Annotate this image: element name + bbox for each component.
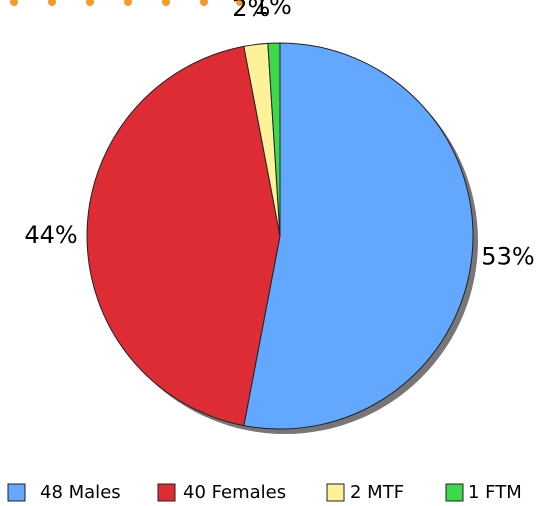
legend-swatch bbox=[445, 483, 464, 502]
legend-label: 40 Females bbox=[183, 482, 286, 503]
slice-label: 2% bbox=[232, 0, 270, 22]
decoration bbox=[10, 0, 244, 6]
legend-swatch bbox=[7, 483, 26, 502]
legend-label: 2 MTF bbox=[350, 482, 404, 503]
slice-label: 44% bbox=[24, 221, 77, 249]
pie-slice bbox=[243, 42, 474, 430]
slice-label: 1% bbox=[254, 0, 292, 20]
slice-label: 53% bbox=[481, 243, 534, 271]
pie-slice bbox=[86, 45, 281, 427]
pie-slice bbox=[267, 42, 281, 237]
legend-swatch bbox=[157, 483, 176, 502]
legend-label: 48 Males bbox=[40, 482, 121, 503]
legend-swatch bbox=[326, 483, 345, 502]
legend-label: 1 FTM bbox=[468, 482, 522, 503]
